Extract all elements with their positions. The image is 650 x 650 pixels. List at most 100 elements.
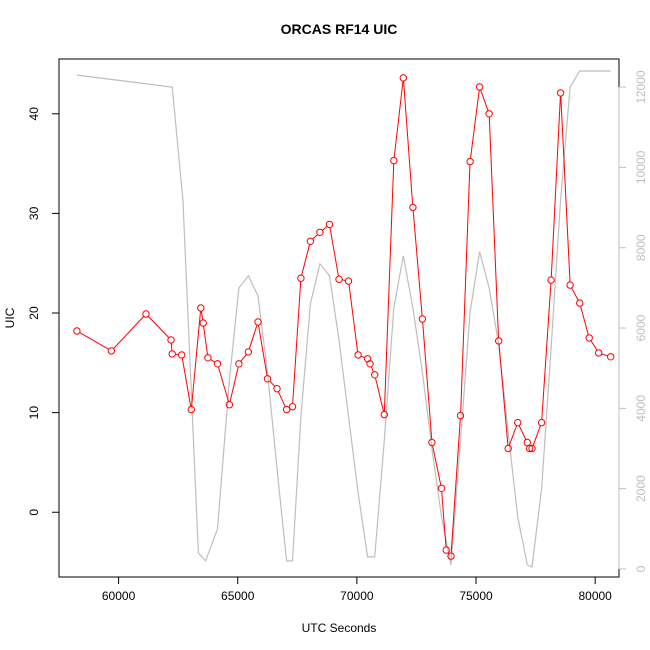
uic-line-segment <box>532 425 541 446</box>
uic-line-segment <box>191 311 201 407</box>
uic-point <box>528 444 536 453</box>
uic-point <box>178 351 186 359</box>
y-axis-title: UIC <box>3 307 17 328</box>
uic-point <box>263 375 272 383</box>
uic-line-segment <box>375 377 384 412</box>
uic-point <box>504 444 512 453</box>
uic-line-segment <box>348 284 359 352</box>
uic-line-segment <box>460 164 471 413</box>
uic-point <box>380 410 388 419</box>
uic-point <box>107 347 116 355</box>
uic-point <box>442 546 450 554</box>
uic-line-segment <box>217 366 229 402</box>
uic-point <box>456 411 465 420</box>
uic-line-segment <box>393 81 404 158</box>
y2-tick-label: 2000 <box>634 475 648 502</box>
uic-point <box>525 444 534 453</box>
uic-line-segment <box>147 316 170 338</box>
x-tick-label: 60000 <box>102 589 136 603</box>
uic-point <box>399 74 407 82</box>
uic-point <box>556 89 565 97</box>
uic-line-segment <box>518 425 527 440</box>
y2-tick-label: 12000 <box>634 70 648 104</box>
uic-line-segment <box>113 316 145 349</box>
uic-line-segment <box>301 244 311 276</box>
uic-line-segment <box>200 311 204 320</box>
uic-line-segment <box>441 491 447 547</box>
uic-line-segment <box>181 358 192 407</box>
altitude-line <box>76 70 611 568</box>
uic-point <box>273 385 281 393</box>
y2-tick-label: 8000 <box>634 234 648 261</box>
uic-point <box>168 350 176 358</box>
y2-tick-label: 0 <box>634 565 648 572</box>
y2-tick-label: 4000 <box>634 395 648 422</box>
uic-point <box>73 327 81 335</box>
y-tick-label: 10 <box>27 406 41 420</box>
uic-point <box>167 336 175 344</box>
uic-line-segment <box>422 322 433 440</box>
uic-point <box>537 418 546 427</box>
uic-point <box>225 401 234 409</box>
uic-line-segment <box>210 359 215 363</box>
uic-line-segment <box>601 353 608 357</box>
uic-line-segment <box>258 325 268 376</box>
x-tick-label: 75000 <box>459 589 493 603</box>
uic-point <box>197 304 205 312</box>
uic-point <box>187 405 196 414</box>
y2-tick-label: 10000 <box>634 150 648 184</box>
uic-point <box>204 354 212 362</box>
uic-line-segment <box>342 279 346 281</box>
uic-point <box>566 281 574 289</box>
uic-line-segment <box>432 445 442 486</box>
uic-point <box>344 277 353 285</box>
uic-point <box>297 274 305 282</box>
uic-line-segment <box>403 81 414 205</box>
uic-point <box>390 156 398 165</box>
uic-line-segment <box>248 324 258 349</box>
uic-point <box>366 360 374 368</box>
uic-point <box>485 110 493 118</box>
uic-line-segment <box>203 326 208 355</box>
uic-point <box>409 203 417 212</box>
uic-line-segment <box>383 163 395 412</box>
uic-line-segment <box>498 344 509 446</box>
uic-point <box>335 275 343 283</box>
uic-point <box>371 371 379 379</box>
y-axis-right: 0 2000 4000 6000 8000 10000 12000 <box>618 70 648 572</box>
uic-line-segment <box>550 96 561 277</box>
uic-point <box>576 299 584 307</box>
uic-point <box>595 349 603 357</box>
uic-line-segment <box>412 210 423 316</box>
uic-point <box>288 403 297 411</box>
uic-point <box>354 351 362 359</box>
x-tick-label: 65000 <box>221 589 255 603</box>
uic-series <box>73 74 615 560</box>
uic-line-segment <box>370 366 374 372</box>
y2-tick-label: 6000 <box>634 314 648 341</box>
x-tick-label: 70000 <box>340 589 374 603</box>
uic-line-segment <box>360 355 365 359</box>
uic-point <box>428 438 436 447</box>
uic-line-segment <box>470 90 480 159</box>
uic-line-segment <box>170 343 173 351</box>
uic-point <box>495 337 503 345</box>
uic-point <box>213 360 222 368</box>
uic-line-segment <box>329 227 339 276</box>
uic-point <box>514 418 522 427</box>
y-tick-label: 40 <box>27 107 41 121</box>
uic-line-segment <box>508 425 518 446</box>
uic-line-segment <box>269 380 276 387</box>
uic-point <box>466 157 474 166</box>
uic-line-segment <box>488 117 499 338</box>
uic-point <box>547 276 555 284</box>
x-axis: 60000 65000 70000 75000 80000 <box>102 576 612 603</box>
uic-line-segment <box>277 391 286 407</box>
uic-point <box>199 319 207 327</box>
uic-point <box>607 353 615 361</box>
uic-point <box>254 318 262 326</box>
uic-point <box>437 484 446 492</box>
uic-point <box>475 83 484 91</box>
uic-point <box>306 237 315 246</box>
uic-line-segment <box>590 340 598 351</box>
